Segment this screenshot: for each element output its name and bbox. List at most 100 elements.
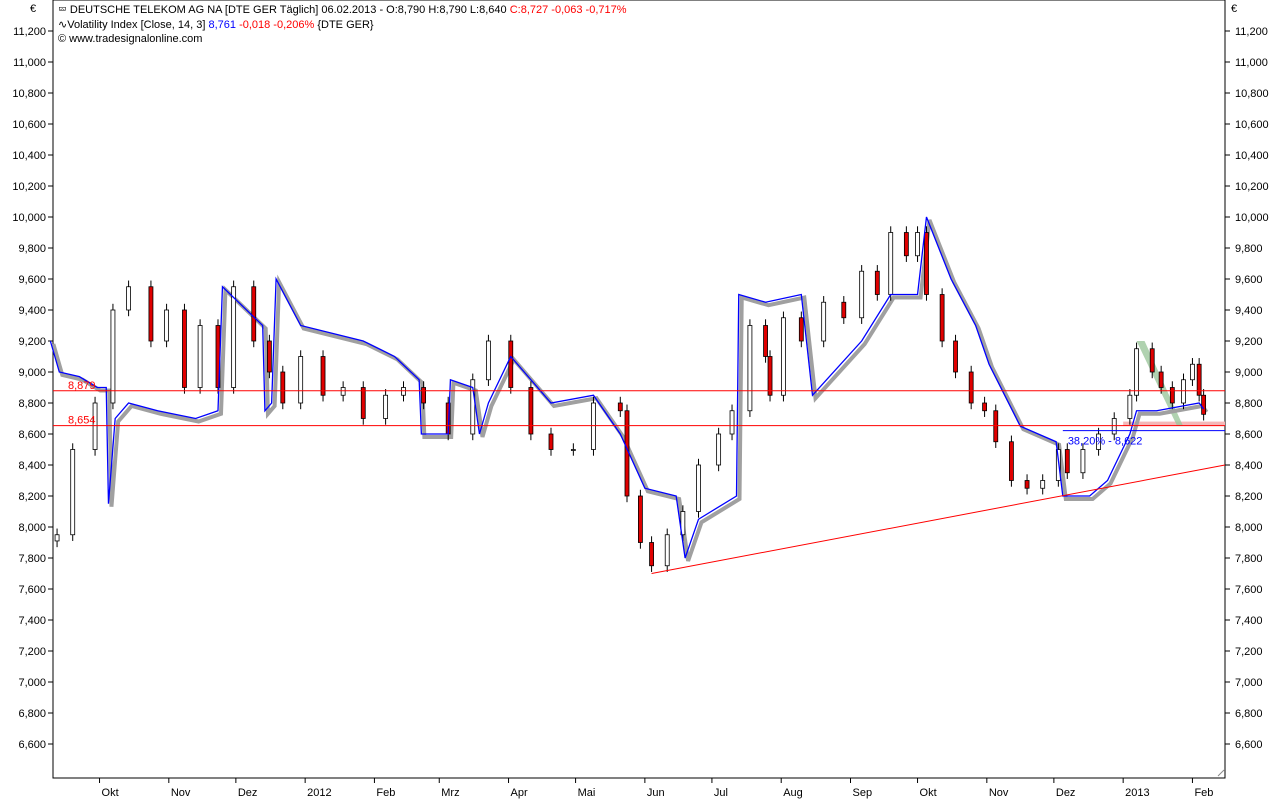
level-label: 8,654 bbox=[68, 415, 96, 427]
currency-label-left: € bbox=[30, 3, 36, 15]
candle-body bbox=[747, 325, 753, 412]
y-tick-label-right: 6,600 bbox=[1235, 739, 1263, 751]
candle-body bbox=[251, 286, 257, 342]
candle-body bbox=[716, 433, 722, 466]
candle-body bbox=[1149, 348, 1155, 373]
x-tick-label: Jul bbox=[714, 787, 728, 799]
y-tick-label-left: 11,200 bbox=[13, 26, 46, 38]
y-tick-label-left: 8,600 bbox=[18, 429, 46, 441]
support-zone bbox=[1123, 421, 1225, 426]
close-change: C:8,727 -0,063 -0,717% bbox=[509, 4, 627, 16]
y-tick-label-left: 8,000 bbox=[18, 522, 46, 534]
candle-body bbox=[1190, 363, 1195, 381]
candle-body bbox=[70, 449, 76, 536]
candle-body bbox=[1009, 441, 1014, 481]
candle-body bbox=[54, 534, 60, 542]
y-tick-label-right: 11,000 bbox=[1235, 57, 1268, 69]
indicator-symbol: {DTE GER} bbox=[317, 19, 374, 31]
y-tick-label-right: 9,200 bbox=[1235, 336, 1263, 348]
candle-body bbox=[421, 387, 427, 404]
y-tick-label-right: 8,800 bbox=[1235, 398, 1263, 410]
y-tick-label-right: 9,000 bbox=[1235, 367, 1263, 379]
x-tick-label: Nov bbox=[171, 787, 191, 799]
candle-body bbox=[915, 232, 920, 257]
y-tick-label-right: 9,800 bbox=[1235, 243, 1263, 255]
y-tick-label-right: 7,600 bbox=[1235, 584, 1263, 596]
currency-label-right: € bbox=[1231, 3, 1237, 15]
y-tick-label-left: 7,400 bbox=[18, 615, 46, 627]
x-tick-label: 2013 bbox=[1125, 787, 1149, 799]
candle-body bbox=[841, 301, 847, 319]
candle-body bbox=[1201, 394, 1207, 415]
y-tick-label-left: 9,800 bbox=[18, 243, 46, 255]
y-tick-label-left: 6,800 bbox=[18, 708, 46, 720]
candle-body bbox=[508, 340, 514, 388]
candle-body bbox=[280, 371, 286, 404]
candle-body bbox=[1111, 418, 1117, 435]
candle-body bbox=[968, 371, 974, 404]
volatility-line bbox=[49, 216, 1205, 559]
candle-body bbox=[340, 387, 346, 396]
candle-body bbox=[231, 286, 237, 388]
y-tick-label-left: 10,800 bbox=[12, 88, 46, 100]
candle-body bbox=[617, 402, 623, 412]
candle-body bbox=[638, 495, 643, 543]
x-tick-label: Dez bbox=[1056, 787, 1076, 799]
y-tick-label-left: 7,600 bbox=[18, 584, 46, 596]
candle-body bbox=[266, 340, 272, 373]
x-tick-label: Aug bbox=[783, 787, 803, 799]
x-tick-label: Apr bbox=[511, 787, 528, 799]
x-tick-label: Feb bbox=[376, 787, 395, 799]
source-url[interactable]: www.tradesignalonline.com bbox=[69, 33, 203, 45]
candle-body bbox=[924, 232, 929, 295]
instrument-name: DEUTSCHE TELEKOM AG NA [DTE GER Täglich] bbox=[69, 4, 319, 16]
x-tick-label: Feb bbox=[1194, 787, 1213, 799]
resize-grip-icon[interactable] bbox=[1217, 769, 1225, 777]
candle-body bbox=[1134, 348, 1139, 396]
candle-body bbox=[649, 542, 654, 567]
candle-body bbox=[126, 286, 131, 311]
candle-body bbox=[1096, 433, 1101, 450]
candle-body bbox=[401, 387, 406, 396]
y-tick-label-left: 10,200 bbox=[12, 181, 46, 193]
y-tick-label-left: 7,000 bbox=[18, 677, 46, 689]
candle-body bbox=[859, 270, 865, 319]
candle-body bbox=[1024, 480, 1030, 489]
x-tick-label: Jun bbox=[647, 787, 665, 799]
y-tick-label-left: 9,400 bbox=[18, 305, 46, 317]
candle-body bbox=[767, 356, 773, 396]
candle-body bbox=[1158, 371, 1164, 388]
x-tick-label: Okt bbox=[920, 787, 937, 799]
x-tick-label: Dez bbox=[238, 787, 258, 799]
y-tick-label-right: 10,200 bbox=[1235, 181, 1269, 193]
support-trendline bbox=[651, 464, 1226, 574]
candle-body bbox=[874, 270, 880, 295]
y-tick-label-left: 8,800 bbox=[18, 398, 46, 410]
y-tick-label-right: 8,200 bbox=[1235, 491, 1263, 503]
x-tick-label: Mai bbox=[578, 787, 596, 799]
candle-body bbox=[696, 464, 701, 512]
y-tick-label-right: 11,200 bbox=[1235, 26, 1268, 38]
header-line-source: © www.tradesignalonline.com bbox=[58, 33, 202, 45]
y-tick-label-right: 7,000 bbox=[1235, 677, 1263, 689]
level-label: 8,879 bbox=[68, 380, 96, 392]
y-tick-label-right: 8,000 bbox=[1235, 522, 1263, 534]
candle-body bbox=[729, 410, 735, 435]
y-tick-label-left: 8,200 bbox=[18, 491, 46, 503]
candle-body bbox=[298, 356, 304, 404]
y-tick-label-right: 9,400 bbox=[1235, 305, 1263, 317]
candlestick-icon: ⮹ bbox=[58, 4, 67, 16]
y-tick-label-left: 10,600 bbox=[12, 119, 46, 131]
indicator-name: Volatility Index [Close, 14, 3] bbox=[67, 19, 206, 31]
x-tick-label: Mrz bbox=[441, 787, 459, 799]
y-tick-label-left: 10,000 bbox=[12, 212, 46, 224]
volatility-shadow bbox=[51, 219, 1209, 562]
candle-body bbox=[110, 309, 116, 404]
x-tick-label: Okt bbox=[102, 787, 119, 799]
header-line-indicator: ∿Volatility Index [Close, 14, 3] 8,761 -… bbox=[58, 18, 374, 31]
candle-body bbox=[664, 534, 670, 567]
y-tick-label-left: 9,600 bbox=[18, 274, 46, 286]
y-tick-label-right: 9,600 bbox=[1235, 274, 1263, 286]
y-tick-label-left: 10,400 bbox=[12, 150, 46, 162]
